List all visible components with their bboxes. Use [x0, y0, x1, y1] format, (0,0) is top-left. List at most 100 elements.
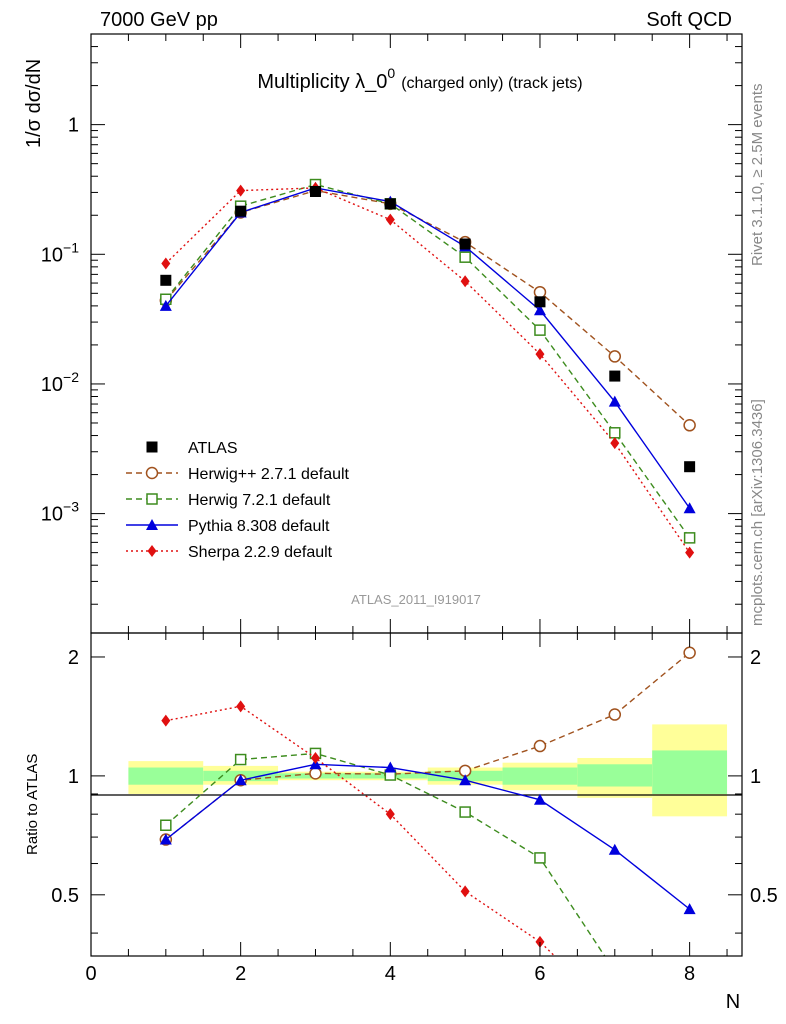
main-y-tick-label-0: 1 [68, 115, 79, 137]
main-series-4-point-0 [160, 274, 172, 286]
main-series-3-point-3 [385, 213, 395, 226]
main-y-tick-label-2: 10−2 [41, 369, 79, 396]
main-series-4-point-2 [309, 185, 321, 197]
ratio-series-2-point-6 [608, 843, 621, 855]
legend-entry-4-label: Sherpa 2.2.9 default [188, 544, 333, 561]
main-series-0-point-5 [533, 285, 547, 299]
main-y-tick-label-2-exp: −2 [63, 369, 79, 385]
header-energy: 7000 GeV pp [100, 9, 218, 31]
band-inner-7 [652, 750, 728, 794]
analysis-id: ATLAS_2011_I919017 [351, 592, 481, 607]
legend-entry-3-marker [146, 519, 158, 530]
ratio-series-3-point-6 [610, 1008, 619, 1020]
legend-entry-1-label: Herwig++ 2.7.1 default [188, 466, 350, 483]
ratio-series-1-line [165, 752, 606, 956]
main-y-tick-label-2-base: 10 [41, 374, 63, 396]
main-series-4-point-6 [609, 370, 621, 382]
ratio-series-3-point-4 [460, 885, 470, 898]
main-series-3-point-6 [610, 437, 620, 450]
main-series-4-point-1 [235, 205, 247, 217]
x-tick-label-4: 8 [684, 963, 695, 985]
main-series-3 [161, 181, 695, 559]
ratio-series-2-point-0 [159, 833, 172, 845]
main-series-2 [159, 181, 696, 514]
legend-entry-4-marker [147, 545, 157, 557]
ratio-y-tick-label-left-0: 0.5 [51, 885, 79, 907]
main-series-2-point-5 [533, 304, 546, 316]
main-series-1-point-4 [459, 251, 471, 263]
ratio-y-tick-label-right-1: 1 [750, 766, 761, 788]
main-series-0-point-6 [608, 350, 622, 363]
ratio-series-2-point-1 [234, 774, 247, 786]
ratio-series-2-line [165, 763, 691, 910]
legend-entry-1: Herwig++ 2.7.1 default [126, 466, 350, 483]
ratio-series-2-point-4 [459, 774, 472, 786]
main-series-4-point-3 [384, 198, 396, 210]
header-category: Soft QCD [646, 9, 732, 31]
main-series-3-point-0 [161, 257, 171, 270]
main-series-3-point-4 [460, 275, 470, 288]
main-series-0-line [165, 189, 691, 426]
main-title: Multiplicity λ_00 (charged only) (track j… [257, 65, 582, 93]
main-series-2-point-0 [159, 299, 172, 311]
main-series-0 [159, 184, 696, 432]
main-y-tick-label-1-exp: −1 [63, 239, 79, 255]
main-y-tick-label-3-exp: −3 [63, 499, 79, 515]
ratio-y-axis-label: Ratio to ATLAS [24, 754, 41, 855]
legend-entry-2-label: Herwig 7.2.1 default [188, 492, 331, 509]
band-inner-0 [128, 767, 204, 785]
ratio-series-1 [160, 747, 606, 956]
main-y-tick-label-3: 10−3 [41, 499, 79, 526]
ratio-series-3-point-5 [535, 935, 545, 948]
band-inner-5 [502, 767, 578, 785]
main-y-axis-label: 1/σ dσ/dN [23, 59, 45, 148]
main-y-tick-label-3-base: 10 [41, 504, 63, 526]
ratio-series-2-point-7 [683, 903, 696, 915]
ratio-series-3-point-2 [310, 751, 320, 764]
ratio-y-tick-label-left-1: 1 [68, 766, 79, 788]
rivet-version-label: Rivet 3.1.10, ≥ 2.5M events [749, 84, 766, 267]
legend-entry-0: ATLAS [146, 440, 238, 457]
main-series-1-point-7 [683, 532, 696, 544]
x-axis-label: N [726, 991, 740, 1013]
ratio-series-3-point-0 [161, 714, 171, 727]
ratio-frame [90, 632, 743, 957]
ratio-series-1-point-4 [459, 806, 471, 818]
x-tick-label-1: 2 [235, 963, 246, 985]
main-panel: 110−110−210−3 Multiplicity λ_00(charged … [23, 33, 743, 634]
legend-entry-3-label: Pythia 8.308 default [188, 518, 330, 535]
legend: ATLAS Herwig++ 2.7.1 default Herwig 7.2.1 … [126, 440, 350, 561]
ratio-y-tick-label-right-0: 0.5 [750, 885, 778, 907]
main-series-1-point-6 [609, 427, 621, 439]
main-series-4 [160, 185, 696, 473]
legend-entry-2: Herwig 7.2.1 default [126, 492, 331, 509]
main-series [159, 178, 696, 559]
legend-entry-0-marker [146, 441, 158, 453]
main-title-superscript: 0 [387, 65, 395, 81]
mcplots-label: mcplots.cern.ch [arXiv:1306.3436] [749, 399, 766, 626]
ratio-series-0-point-2 [309, 767, 322, 780]
band-inner-6 [577, 764, 653, 787]
ratio-series-2-point-5 [533, 793, 546, 805]
main-series-0-point-7 [683, 419, 696, 432]
ratio-y-ticks: 0.5 0.5 1 1 2 2 [51, 647, 778, 934]
legend-entry-2-marker [146, 493, 158, 505]
ratio-series-0-point-5 [533, 739, 547, 753]
main-y-tick-label-1-base: 10 [41, 244, 63, 266]
main-series-2-line [165, 187, 691, 509]
ratio-x-ticks: 0 2 4 6 8 [85, 633, 728, 985]
main-series-1-line [165, 183, 691, 539]
legend-entry-3: Pythia 8.308 default [126, 518, 330, 535]
ratio-series-2-point-3 [384, 761, 397, 773]
main-series-3-point-7 [685, 546, 695, 559]
legend-entry-0-label: ATLAS [188, 440, 238, 457]
ratio-series-1-point-1 [234, 753, 247, 766]
main-series-2-point-6 [608, 395, 621, 407]
main-series-2-point-7 [683, 502, 696, 514]
ratio-y-tick-label-left-2: 2 [68, 647, 79, 669]
main-title-tail: (charged only) (track jets) [401, 75, 582, 92]
ratio-series-0-point-7 [683, 646, 696, 659]
x-tick-label-0: 0 [85, 963, 96, 985]
legend-entry-1-marker [145, 466, 159, 480]
